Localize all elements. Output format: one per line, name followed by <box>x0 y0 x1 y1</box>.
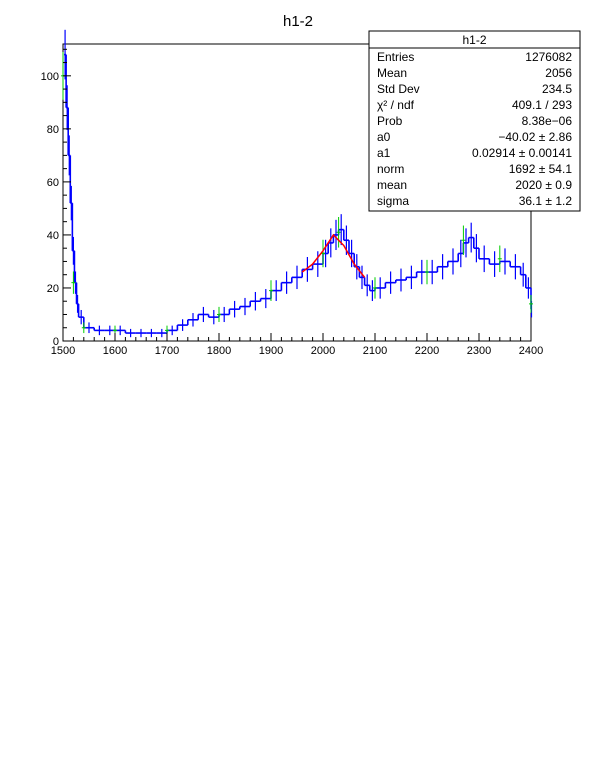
stats-box: h1-2 Entries 1276082 Mean 2056 Std Dev 234.5 χ²… <box>368 30 581 212</box>
x-tick-label: 1700 <box>155 345 179 357</box>
y-tick-label: 100 <box>41 71 59 83</box>
stats-row-label: mean <box>377 178 407 192</box>
stats-row-label: Std Dev <box>377 82 420 96</box>
y-tick-label: 80 <box>47 124 59 136</box>
stats-row-label: Prob <box>377 114 403 128</box>
stats-row-value: 8.38e−06 <box>522 114 573 128</box>
y-tick-label: 60 <box>47 177 59 189</box>
stats-row-value: 409.1 / 293 <box>512 98 572 112</box>
stats-row-label: norm <box>377 162 404 176</box>
stats-row-label: Entries <box>377 50 414 64</box>
stats-row-value: 234.5 <box>542 82 572 96</box>
series-0 <box>64 29 533 338</box>
series-2 <box>301 233 366 278</box>
y-tick-label: 20 <box>47 283 59 295</box>
fit-curve <box>301 233 366 278</box>
plot-area: 1500 1600 1700 1800 1900 2000 2100 2200 2300 2400… <box>41 29 543 357</box>
stats-row-value: 2056 <box>545 66 572 80</box>
stats-row-value: 0.02914 ± 0.00141 <box>472 146 572 160</box>
x-tick-label: 2200 <box>415 345 439 357</box>
x-tick-label: 1600 <box>103 345 127 357</box>
stats-row-label: Mean <box>377 66 407 80</box>
chart-title: h1-2 <box>283 13 313 30</box>
stats-box-frame <box>368 30 581 212</box>
x-tick-label: 1900 <box>259 345 283 357</box>
x-tick-label: 1800 <box>207 345 231 357</box>
stats-row-value: 1276082 <box>525 50 572 64</box>
y-tick-label: 40 <box>47 230 59 242</box>
x-tick-label: 2400 <box>519 345 543 357</box>
stats-row-label: a0 <box>377 130 391 144</box>
x-tick-label: 2100 <box>363 345 387 357</box>
x-tick-label: 1500 <box>51 345 75 357</box>
stats-row-label: sigma <box>377 194 409 208</box>
stats-row-label: χ² / ndf <box>377 98 415 112</box>
y-tick-label: 0 <box>53 336 59 348</box>
x-tick-label: 2000 <box>311 345 335 357</box>
stats-row-value: 1692 ± 54.1 <box>509 162 573 176</box>
stats-row-value: 36.1 ± 1.2 <box>519 194 573 208</box>
stats-row-value: 2020 ± 0.9 <box>515 178 572 192</box>
x-tick-label: 2300 <box>467 345 491 357</box>
stats-row-value: −40.02 ± 2.86 <box>498 130 572 144</box>
stats-row-label: a1 <box>377 146 391 160</box>
stats-box-title: h1-2 <box>462 33 486 47</box>
